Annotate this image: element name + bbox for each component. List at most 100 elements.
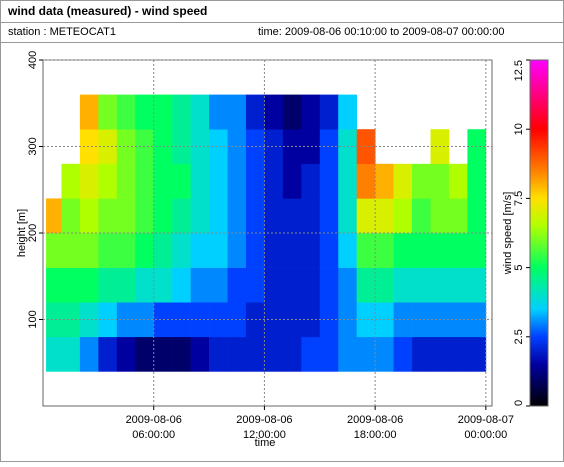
- cell: [375, 267, 394, 303]
- cell: [153, 163, 173, 199]
- cell: [393, 198, 413, 234]
- x-tick-label: 2009-08-06 12:00:00: [236, 414, 292, 441]
- cell: [319, 336, 339, 372]
- cell: [153, 233, 173, 268]
- cell: [245, 94, 265, 130]
- cell: [190, 94, 210, 130]
- cell: [61, 267, 81, 303]
- cell: [98, 94, 118, 130]
- cell: [356, 233, 376, 268]
- y-tick-label: 400: [27, 51, 39, 69]
- cell: [172, 233, 191, 268]
- cell: [412, 163, 431, 199]
- cell: [209, 302, 228, 338]
- cell: [190, 198, 210, 234]
- cell: [264, 163, 284, 199]
- cell: [356, 198, 376, 234]
- cell: [356, 129, 376, 165]
- y-axis-label: height [m]: [16, 209, 28, 257]
- cell: [116, 163, 136, 199]
- cell: [412, 198, 431, 234]
- cell: [98, 267, 118, 303]
- cell: [375, 336, 394, 372]
- cell: [264, 198, 284, 234]
- cell: [61, 163, 81, 199]
- cell: [338, 163, 357, 199]
- cell: [153, 267, 173, 303]
- cell: [116, 129, 136, 165]
- cell: [264, 336, 284, 372]
- colorbar-tick-label: 7.5: [513, 191, 525, 206]
- cell: [135, 267, 155, 303]
- cell: [448, 163, 468, 199]
- cell: [319, 198, 339, 234]
- x-tick-label: 2009-08-06 06:00:00: [126, 414, 182, 441]
- cell: [79, 233, 99, 268]
- cell: [282, 267, 302, 303]
- cell: [116, 267, 136, 303]
- cell: [319, 94, 339, 130]
- cell: [135, 198, 155, 234]
- cell: [46, 267, 62, 303]
- cell: [116, 336, 136, 372]
- cell: [319, 129, 339, 165]
- colorbar-tick-label: 2.5: [513, 329, 525, 344]
- cell: [467, 336, 487, 372]
- station: station : METEOCAT1: [8, 26, 116, 38]
- cell: [338, 336, 357, 372]
- cell: [46, 302, 62, 338]
- cell: [393, 267, 413, 303]
- cell: [264, 233, 284, 268]
- cell: [338, 94, 357, 130]
- cell: [172, 94, 191, 130]
- cell: [209, 267, 228, 303]
- x-tick-label: 2009-08-06 18:00:00: [347, 414, 403, 441]
- cell: [430, 267, 450, 303]
- colorbar: [529, 59, 549, 407]
- cell: [319, 267, 339, 303]
- cell: [79, 129, 99, 165]
- cell: [79, 302, 99, 338]
- cell: [190, 233, 210, 268]
- cell: [98, 198, 118, 234]
- cell: [467, 198, 487, 234]
- cell: [209, 163, 228, 199]
- cell: [301, 198, 321, 234]
- cell: [430, 198, 450, 234]
- cell: [245, 267, 265, 303]
- cell: [301, 302, 321, 338]
- cell: [46, 336, 62, 372]
- cell: [301, 163, 321, 199]
- cell: [209, 336, 228, 372]
- cell: [172, 163, 191, 199]
- cell: [301, 233, 321, 268]
- cell: [227, 267, 247, 303]
- cell: [319, 302, 339, 338]
- y-tick-label: 100: [27, 310, 39, 328]
- cell: [172, 267, 191, 303]
- colorbar-tick-label: 10: [513, 123, 525, 135]
- cell: [282, 198, 302, 234]
- cell: [412, 267, 431, 303]
- cell: [430, 233, 450, 268]
- cell: [264, 302, 284, 338]
- cell: [467, 267, 487, 303]
- cell: [356, 302, 376, 338]
- y-tick-label: 300: [27, 137, 39, 155]
- cell: [448, 267, 468, 303]
- cell: [282, 163, 302, 199]
- cell: [172, 336, 191, 372]
- cell: [190, 267, 210, 303]
- cell: [319, 163, 339, 199]
- cell: [227, 163, 247, 199]
- cell: [172, 129, 191, 165]
- cell: [301, 336, 321, 372]
- x-tick-label: 2009-08-07 00:00:00: [458, 414, 514, 441]
- cell: [209, 94, 228, 130]
- cell: [301, 129, 321, 165]
- cell: [393, 302, 413, 338]
- cell: [135, 233, 155, 268]
- cell: [393, 163, 413, 199]
- colorbar-tick-label: 5: [513, 265, 525, 271]
- cell: [98, 233, 118, 268]
